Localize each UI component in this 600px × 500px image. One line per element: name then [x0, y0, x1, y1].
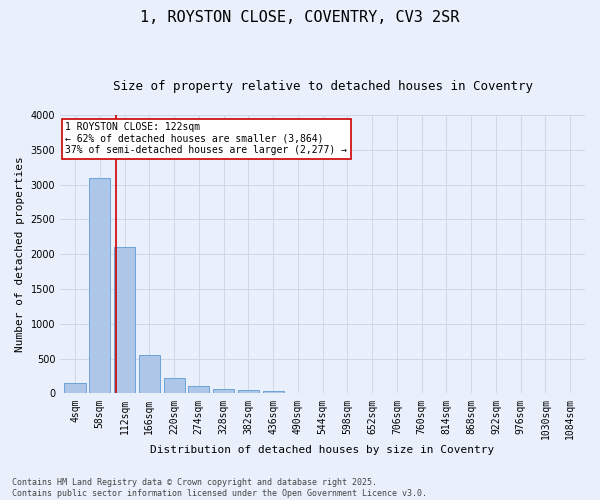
Bar	[139, 355, 160, 394]
Text: 1, ROYSTON CLOSE, COVENTRY, CV3 2SR: 1, ROYSTON CLOSE, COVENTRY, CV3 2SR	[140, 10, 460, 25]
Bar	[238, 390, 259, 394]
Text: Contains HM Land Registry data © Crown copyright and database right 2025.
Contai: Contains HM Land Registry data © Crown c…	[12, 478, 427, 498]
Bar	[89, 178, 110, 394]
Y-axis label: Number of detached properties: Number of detached properties	[15, 156, 25, 352]
Text: 1 ROYSTON CLOSE: 122sqm
← 62% of detached houses are smaller (3,864)
37% of semi: 1 ROYSTON CLOSE: 122sqm ← 62% of detache…	[65, 122, 347, 155]
Bar	[64, 383, 86, 394]
Title: Size of property relative to detached houses in Coventry: Size of property relative to detached ho…	[113, 80, 533, 93]
X-axis label: Distribution of detached houses by size in Coventry: Distribution of detached houses by size …	[151, 445, 495, 455]
Bar	[263, 392, 284, 394]
Bar	[213, 388, 234, 394]
Bar	[114, 248, 135, 394]
Bar	[188, 386, 209, 394]
Bar	[164, 378, 185, 394]
